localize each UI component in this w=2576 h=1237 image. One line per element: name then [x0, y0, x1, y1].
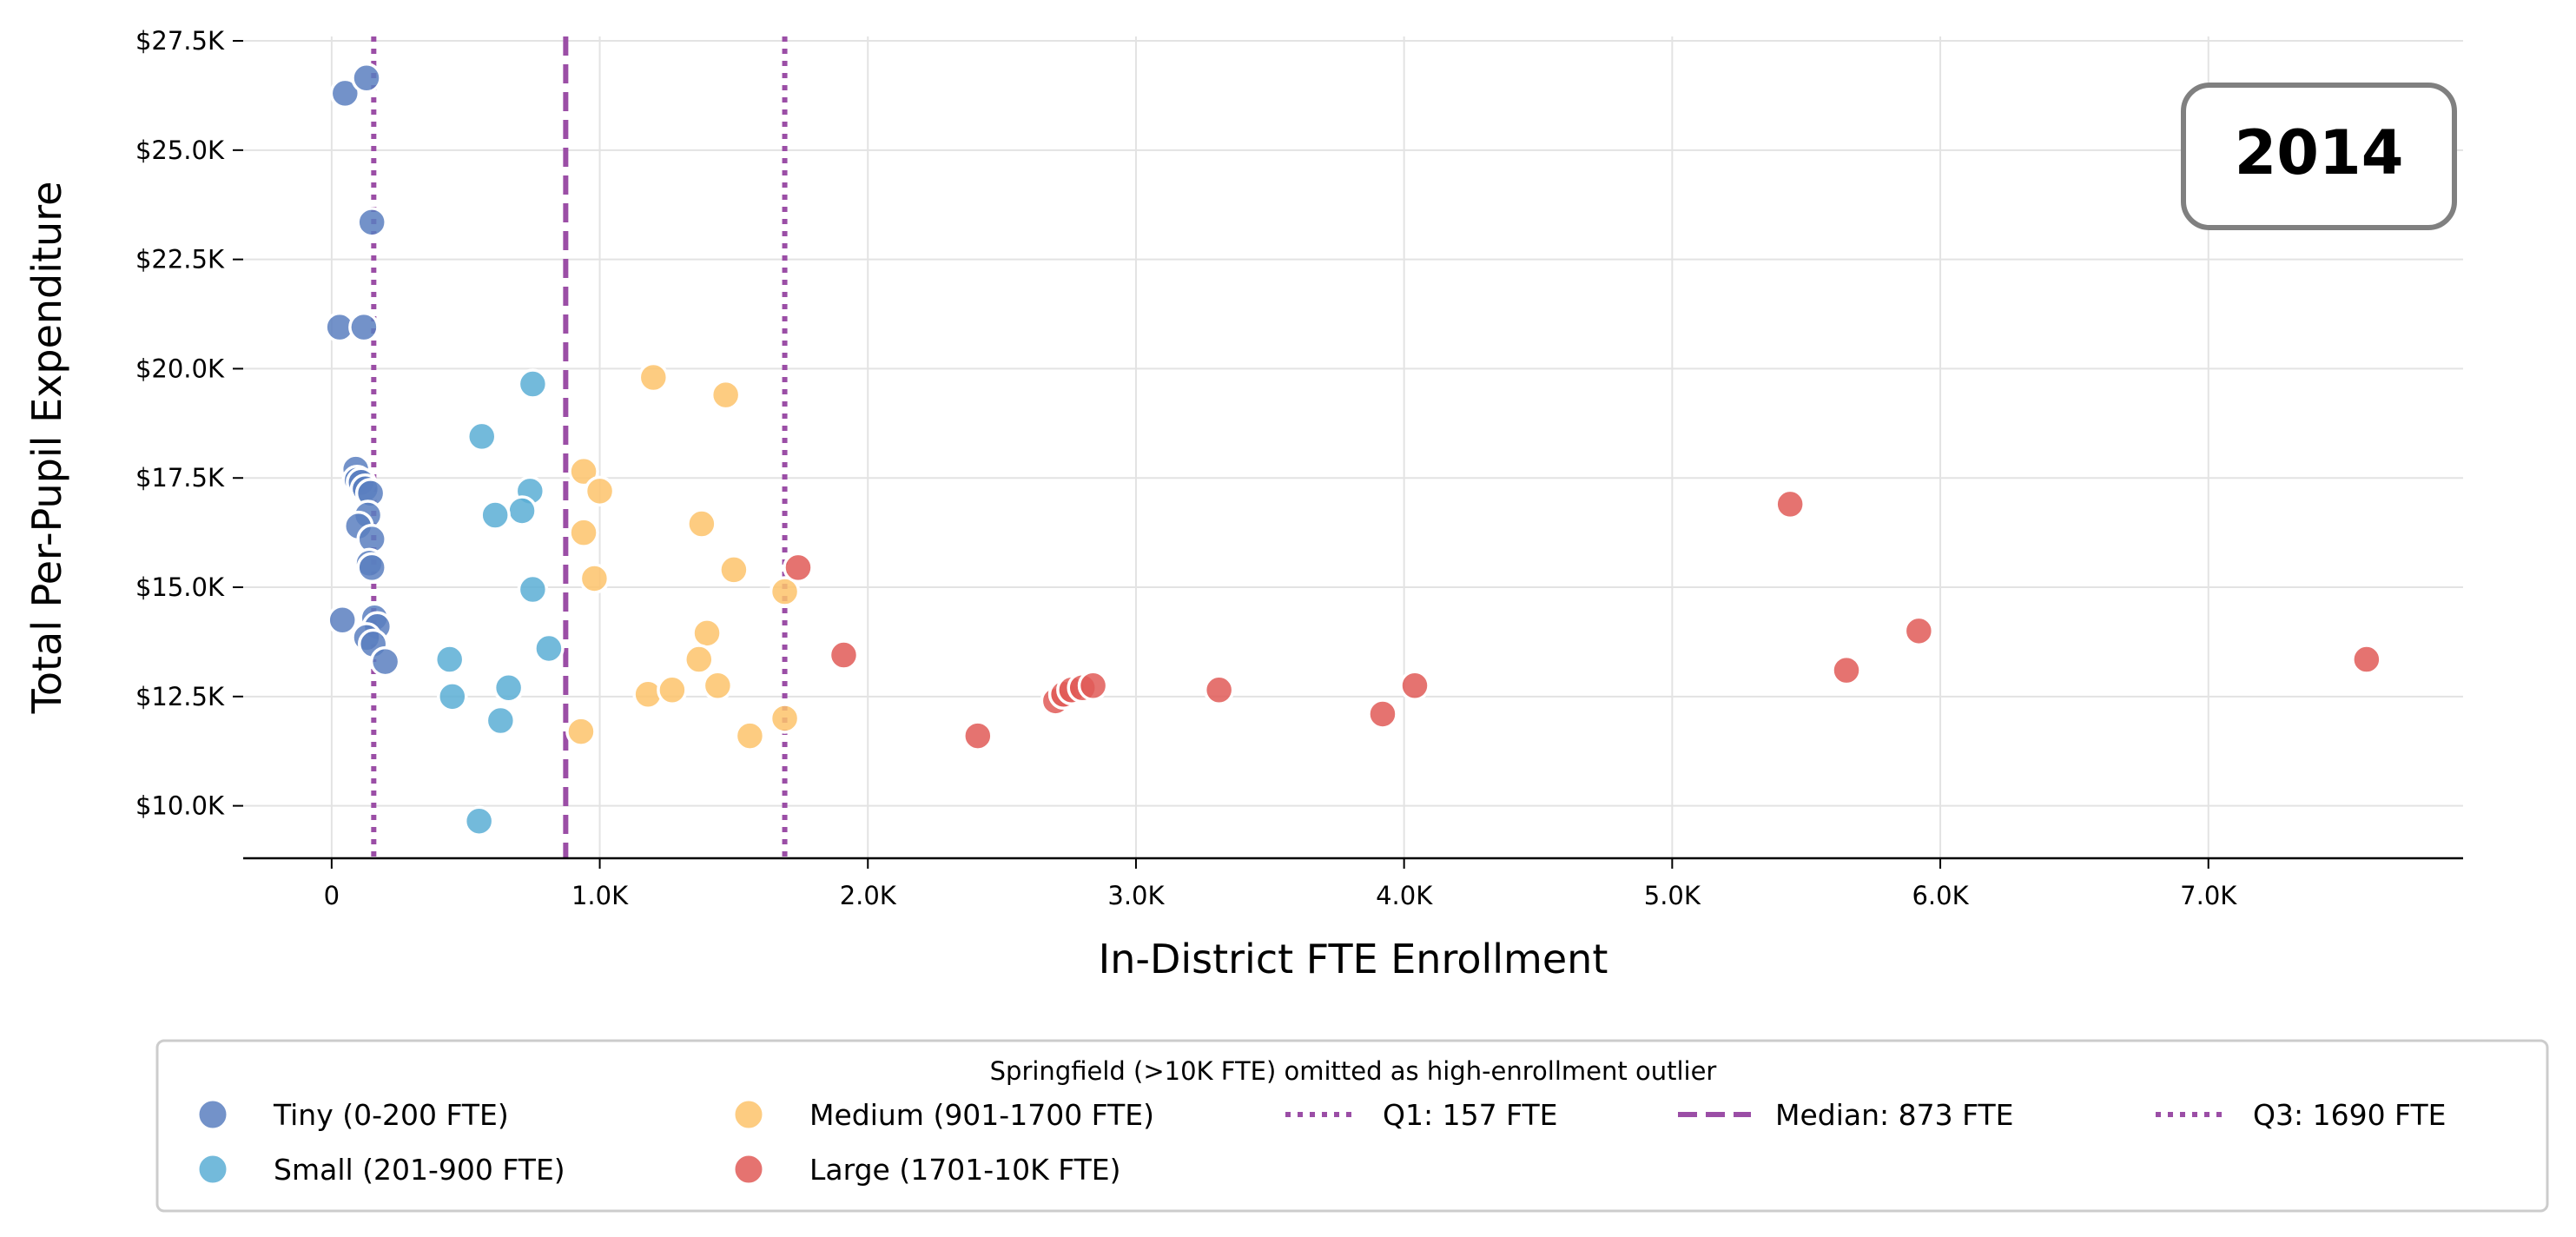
data-point — [533, 632, 565, 665]
data-point — [684, 644, 715, 675]
data-point — [1399, 670, 1430, 701]
data-point — [1203, 674, 1235, 706]
data-point — [769, 576, 801, 607]
year-annotation-text: 2014 — [2235, 117, 2404, 189]
legend-marker — [732, 1153, 765, 1186]
y-tick-label: $17.5K — [135, 463, 225, 493]
data-point — [356, 207, 387, 238]
data-point — [485, 704, 517, 737]
y-tick-label: $25.0K — [135, 136, 225, 165]
data-point — [327, 605, 358, 636]
data-point — [637, 361, 670, 394]
axes: 0 1.0K 2.0K 3.0K 4.0K 5.0K 6.0K 7.0K $10.0K $12.5… — [135, 26, 2463, 910]
legend-marker — [196, 1153, 229, 1186]
data-point — [783, 552, 814, 584]
data-point — [1831, 654, 1862, 686]
legend-label: Median: 873 FTE — [1775, 1098, 2014, 1132]
y-tick-label: $20.0K — [135, 354, 225, 383]
x-tick-label: 5.0K — [1644, 881, 1701, 910]
legend-label: Small (201-900 FTE) — [274, 1153, 565, 1187]
data-point — [578, 563, 611, 594]
legend-label: Tiny (0-200 FTE) — [273, 1098, 509, 1132]
legend-marker — [196, 1098, 229, 1131]
legend-label: Q3: 1690 FTE — [2253, 1098, 2446, 1132]
x-tick-label: 1.0K — [571, 881, 629, 910]
grid — [243, 36, 2463, 858]
data-point — [1367, 698, 1398, 730]
data-point — [329, 77, 361, 109]
legend: Springfield (>10K FTE) omitted as high-e… — [155, 1039, 2549, 1213]
x-tick-label: 2.0K — [840, 881, 897, 910]
year-annotation-box — [2181, 83, 2457, 230]
data-point — [565, 716, 597, 747]
data-point — [463, 805, 495, 837]
data-point — [686, 508, 717, 539]
x-tick-label: 6.0K — [1912, 881, 1969, 910]
legend-label: Medium (901-1700 FTE) — [809, 1098, 1154, 1132]
data-point — [828, 639, 860, 671]
y-tick-label: $27.5K — [135, 26, 225, 56]
data-point — [2351, 644, 2382, 675]
data-point — [702, 670, 734, 701]
x-tick-label: 7.0K — [2180, 881, 2237, 910]
legend-items: Tiny (0-200 FTE) Small (201-900 FTE) Mediu… — [196, 1098, 2446, 1187]
year-annotation: 2014 — [2181, 83, 2457, 230]
data-point — [691, 618, 723, 649]
x-axis-title: In-District FTE Enrollment — [1099, 936, 1608, 982]
legend-label: Large (1701-10K FTE) — [809, 1153, 1121, 1187]
data-point — [348, 311, 380, 343]
data-point — [1077, 670, 1109, 701]
x-tick-label: 0 — [324, 881, 340, 910]
data-point — [433, 644, 466, 675]
data-point — [356, 552, 387, 584]
data-point — [1903, 615, 1935, 647]
data-points — [324, 63, 2382, 837]
data-point — [437, 681, 468, 712]
data-point — [466, 420, 498, 453]
x-tick-label: 4.0K — [1376, 881, 1433, 910]
data-point — [517, 573, 549, 605]
data-point — [506, 495, 538, 526]
legend-label: Q1: 157 FTE — [1383, 1098, 1557, 1132]
data-point — [369, 645, 401, 678]
data-point — [718, 554, 750, 585]
legend-marker — [732, 1098, 765, 1131]
data-point — [584, 475, 616, 507]
data-point — [517, 368, 549, 400]
data-point — [568, 455, 599, 487]
y-tick-label: $15.0K — [135, 572, 225, 602]
y-tick-label: $22.5K — [135, 245, 225, 275]
data-point — [769, 703, 801, 734]
data-point — [710, 379, 742, 411]
data-point — [568, 517, 599, 548]
data-point — [657, 674, 688, 706]
x-tick-label: 3.0K — [1107, 881, 1165, 910]
data-point — [962, 720, 994, 751]
data-point — [734, 720, 766, 751]
legend-title: Springfield (>10K FTE) omitted as high-e… — [990, 1056, 1717, 1086]
data-point — [1774, 488, 1806, 520]
data-point — [479, 499, 511, 531]
y-tick-label: $12.5K — [135, 682, 225, 711]
y-axis-title: Total Per-Pupil Expenditure — [23, 182, 70, 715]
data-point — [351, 63, 382, 94]
data-point — [492, 672, 525, 704]
y-tick-label: $10.0K — [135, 791, 225, 821]
